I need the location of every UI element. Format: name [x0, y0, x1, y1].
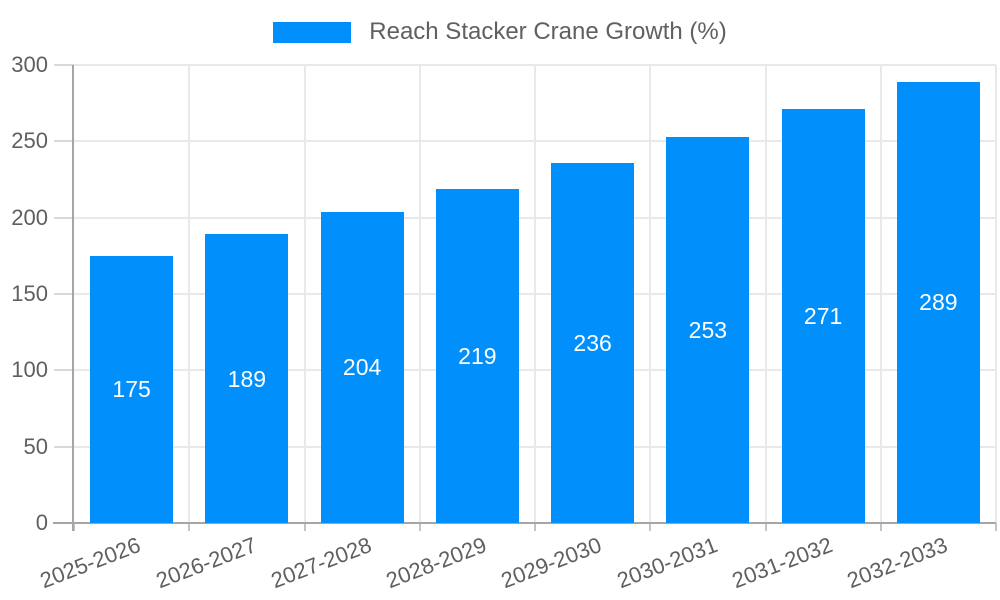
y-axis-line: [72, 65, 74, 531]
bar-value-label: 289: [919, 289, 958, 316]
bar: [205, 234, 289, 523]
bar-value-label: 204: [342, 354, 382, 381]
x-tick-label: 2031-2032: [728, 532, 836, 594]
legend: Reach Stacker Crane Growth (%): [0, 18, 1000, 46]
y-tick-label: 200: [11, 204, 48, 230]
bar: [781, 109, 865, 523]
y-tick-label: 100: [11, 357, 48, 383]
gridline-vertical: [188, 65, 191, 523]
gridline-vertical: [995, 65, 997, 523]
bar-value-label: 271: [803, 303, 843, 330]
x-tick-label: 2030-2031: [613, 532, 721, 594]
bar-value-label: 189: [227, 365, 267, 392]
x-axis-tick: [73, 523, 75, 531]
bar-value-label: 253: [688, 316, 728, 343]
x-tick-label: 2028-2029: [382, 532, 490, 594]
bar: [551, 162, 635, 523]
y-axis-tick: [54, 216, 74, 219]
x-axis-tick: [764, 523, 767, 531]
y-axis-tick: [54, 64, 74, 66]
y-axis-tick: [54, 445, 74, 448]
gridline-vertical: [303, 65, 306, 523]
x-axis-tick: [303, 523, 306, 531]
x-tick-label: 2026-2027: [152, 532, 260, 594]
x-tick-label: 2027-2028: [267, 532, 375, 594]
gridline-vertical: [534, 65, 536, 523]
x-tick-label: 2029-2030: [498, 532, 606, 594]
x-axis-tick: [418, 523, 421, 531]
y-axis-tick: [54, 293, 74, 295]
y-tick-label: 0: [35, 510, 48, 535]
x-axis-line: [53, 522, 996, 524]
y-axis-tick: [54, 369, 74, 372]
bar-value-label: 175: [112, 376, 151, 403]
bar: [90, 255, 174, 523]
y-tick-label: 300: [11, 52, 48, 77]
x-axis-tick: [995, 523, 997, 531]
y-tick-label: 250: [11, 128, 48, 154]
gridline-vertical: [418, 65, 421, 523]
bar: [896, 81, 980, 523]
bar: [320, 211, 404, 523]
y-tick-label: 150: [11, 281, 48, 306]
bar: [666, 136, 750, 523]
bar-value-label: 236: [573, 329, 612, 356]
x-axis-tick: [534, 523, 536, 531]
x-axis-tick: [649, 523, 652, 531]
x-tick-label: 2025-2026: [37, 532, 145, 594]
x-tick-label: 2032-2033: [843, 532, 951, 594]
bar: [435, 188, 519, 523]
gridline-vertical: [764, 65, 767, 523]
legend-label[interactable]: Reach Stacker Crane Growth (%): [369, 18, 727, 45]
y-tick-label: 50: [23, 433, 48, 459]
y-axis-tick: [54, 140, 74, 143]
gridline-vertical: [879, 65, 882, 523]
bar-value-label: 219: [458, 342, 497, 369]
x-axis-tick: [879, 523, 882, 531]
legend-swatch[interactable]: [273, 21, 352, 43]
gridline-vertical: [649, 65, 652, 523]
x-axis-tick: [188, 523, 191, 531]
